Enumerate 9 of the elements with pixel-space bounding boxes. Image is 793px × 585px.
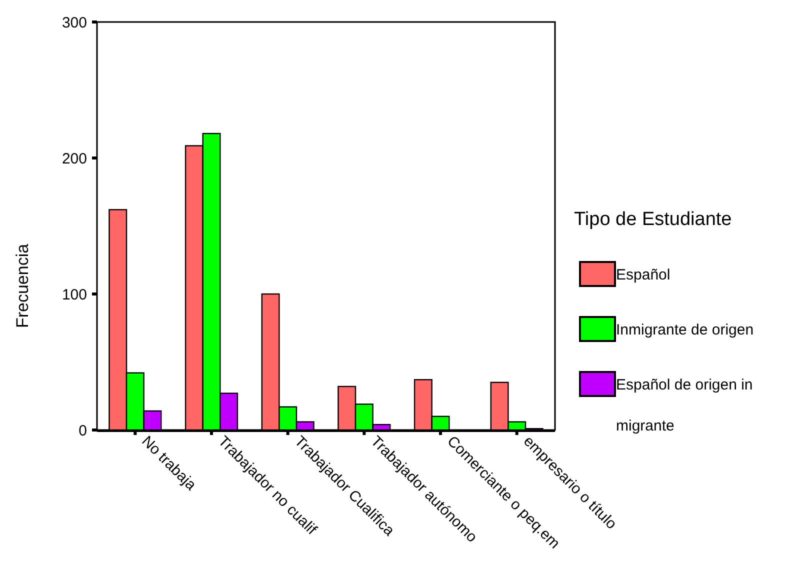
y-tick-label: 300	[62, 14, 87, 32]
legend-label: Español	[616, 266, 670, 284]
y-axis-title: Frecuencia	[13, 243, 32, 328]
legend-title: Tipo de Estudiante	[574, 209, 732, 230]
y-tick-label: 200	[62, 150, 87, 168]
y-tick-label: 100	[62, 286, 87, 304]
text: Español de origen inmigrante	[616, 376, 753, 434]
legend-label: Inmigrante de origen	[616, 321, 754, 338]
y-tick-label: 0	[78, 422, 87, 440]
